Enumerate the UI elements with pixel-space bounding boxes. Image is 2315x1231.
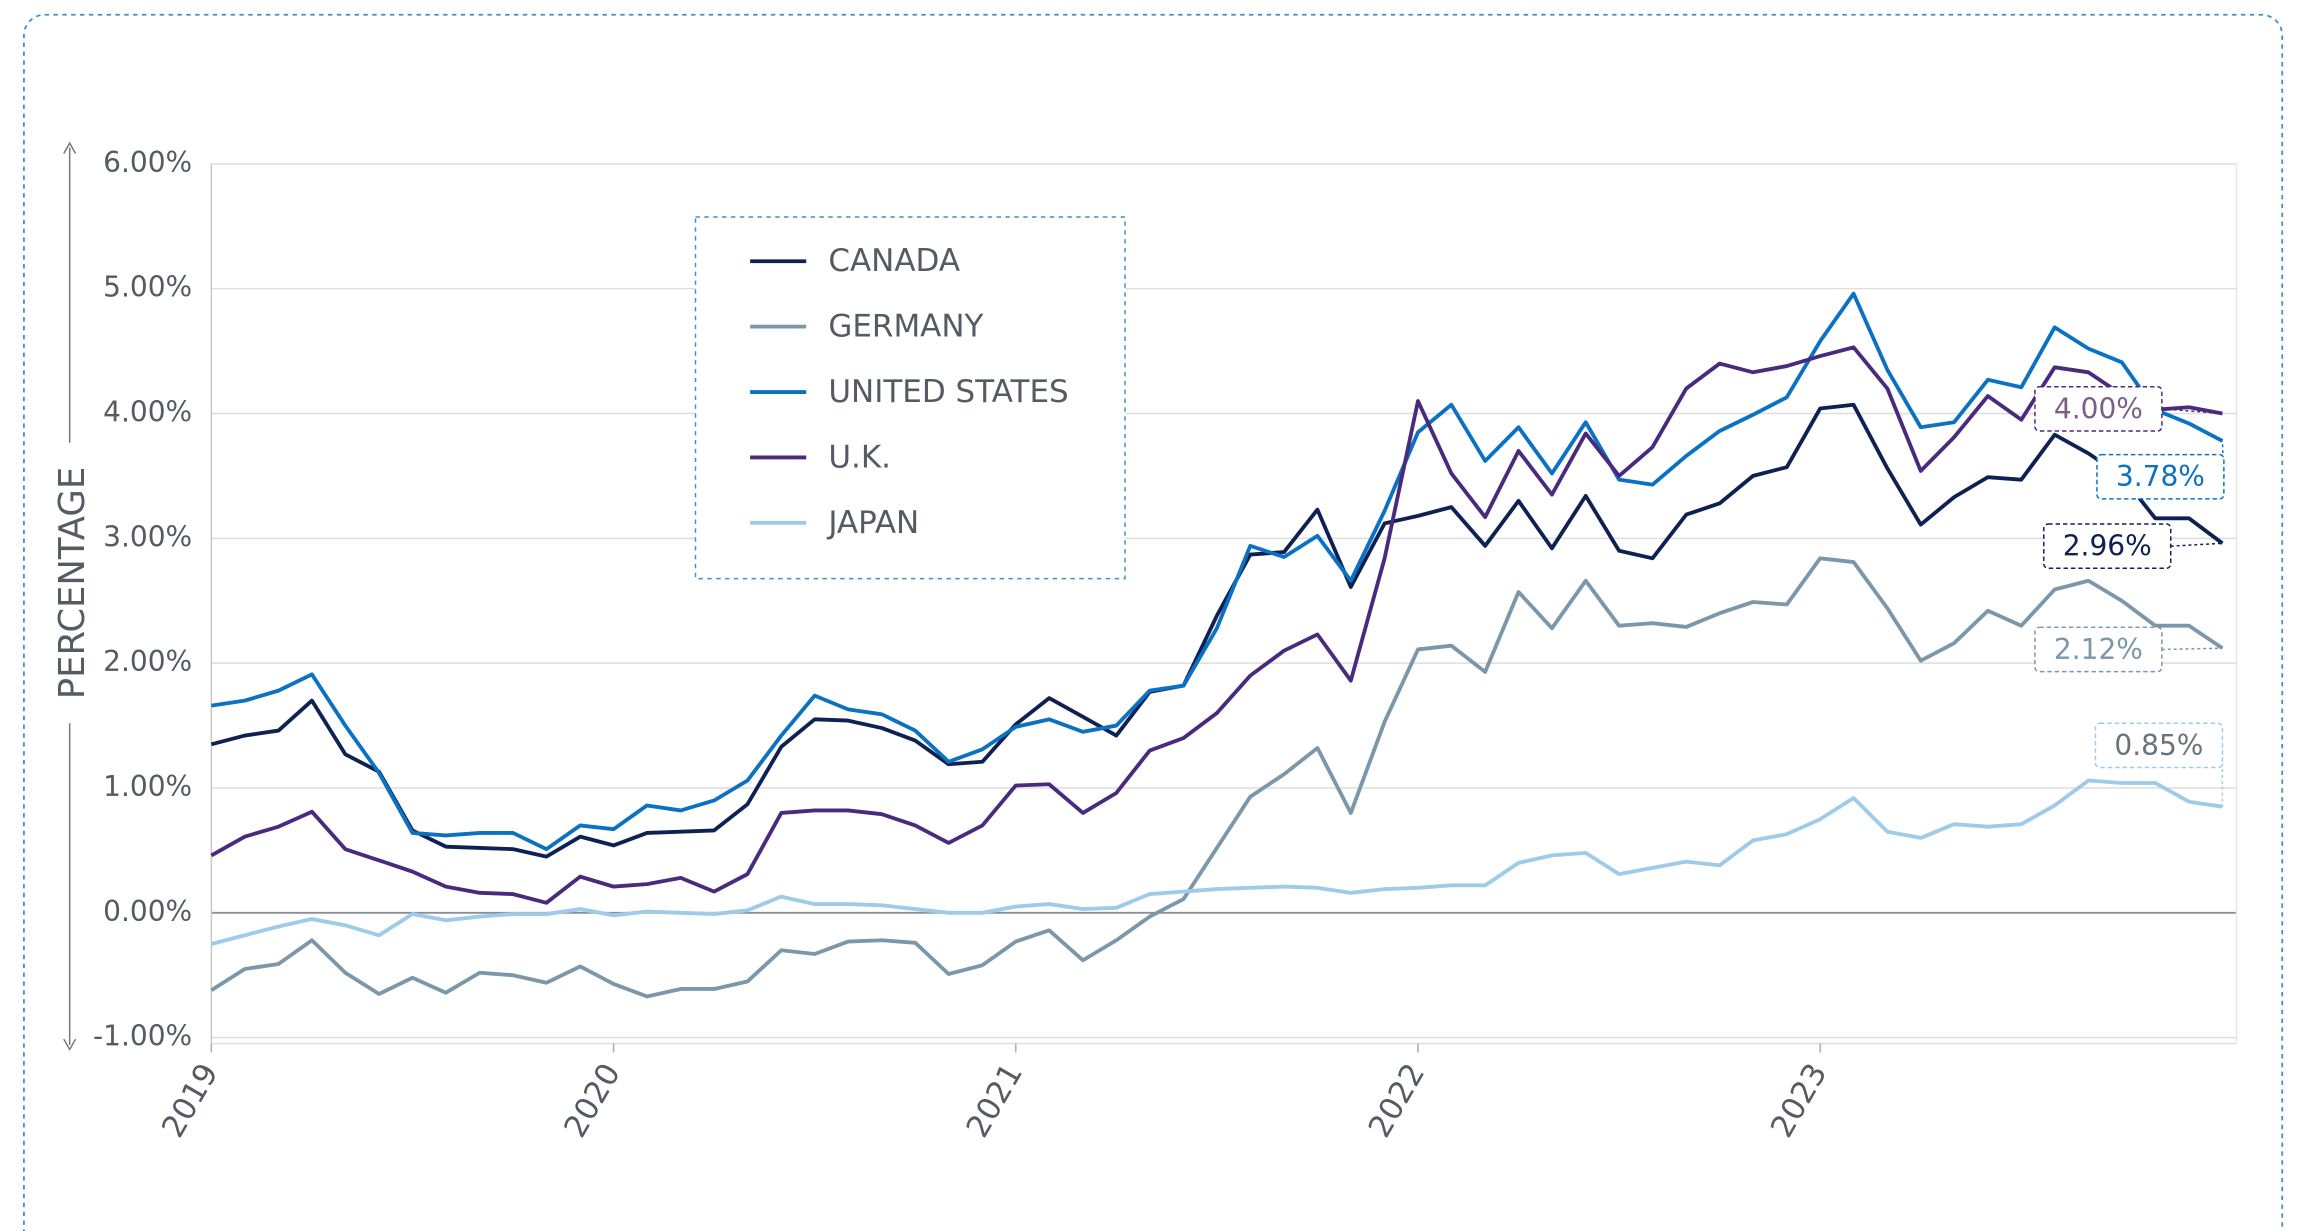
- legend-box: [694, 216, 1126, 580]
- series-line: [211, 291, 2224, 852]
- card-border: [23, 13, 2284, 1231]
- x-tick-label: 2020: [557, 1057, 628, 1143]
- y-tick-label: 5.00%: [103, 271, 192, 304]
- x-tick-label: 2022: [1362, 1057, 1433, 1143]
- value-label: 2.12%: [2054, 633, 2143, 666]
- x-tick-label: 2021: [959, 1057, 1030, 1143]
- label-leader: [2170, 542, 2223, 547]
- label-leader: [2161, 408, 2223, 415]
- legend-label: JAPAN: [826, 505, 919, 541]
- y-tick-label: 0.00%: [103, 895, 192, 928]
- label-box: [2043, 523, 2172, 570]
- y-arrow-down-head: [63, 1038, 77, 1051]
- legend-label: GERMANY: [828, 309, 983, 345]
- lines: [210, 291, 2224, 999]
- y-tick-label: 6.00%: [103, 146, 192, 179]
- label-box: [2094, 722, 2224, 769]
- label-box: [2096, 453, 2225, 500]
- y-axis-title-group: PERCENTAGE: [52, 141, 93, 1051]
- legend: CANADA GERMANY UNITED STATES U.K. JAPAN: [750, 243, 1069, 541]
- y-arrow-up-head: [63, 141, 77, 154]
- y-tick-label: -1.00%: [93, 1020, 192, 1053]
- value-label: 4.00%: [2054, 392, 2143, 425]
- y-axis-title: PERCENTAGE: [52, 467, 93, 699]
- series-line: [210, 778, 2223, 946]
- y-tick-label: 2.00%: [103, 645, 192, 678]
- y-tick-label: 4.00%: [103, 395, 192, 428]
- value-label: 3.78%: [2116, 460, 2205, 493]
- label-leader: [2161, 647, 2223, 651]
- legend-label: U.K.: [828, 439, 891, 475]
- series-line: [210, 345, 2223, 905]
- series-line: [210, 402, 2224, 859]
- y-tick-label: 3.00%: [103, 520, 192, 553]
- series-line: [210, 556, 2224, 999]
- legend-label: CANADA: [828, 243, 960, 279]
- label-box: [2034, 385, 2163, 432]
- grid: -1.00% 0.00% 1.00% 2.00% 3.00% 4.00% 5.00% 6.00…: [93, 146, 2238, 1144]
- value-label: 2.96%: [2063, 530, 2152, 563]
- y-tick-label: 1.00%: [103, 770, 192, 803]
- x-tick-label: 2019: [155, 1057, 226, 1143]
- legend-label: UNITED STATES: [828, 374, 1068, 410]
- value-label: 0.85%: [2114, 729, 2203, 762]
- x-tick-label: 2023: [1764, 1057, 1835, 1143]
- label-box: [2034, 626, 2163, 673]
- end-labels: 2.96% 2.12% 3.78% 4.00% 0.85%: [2034, 385, 2225, 807]
